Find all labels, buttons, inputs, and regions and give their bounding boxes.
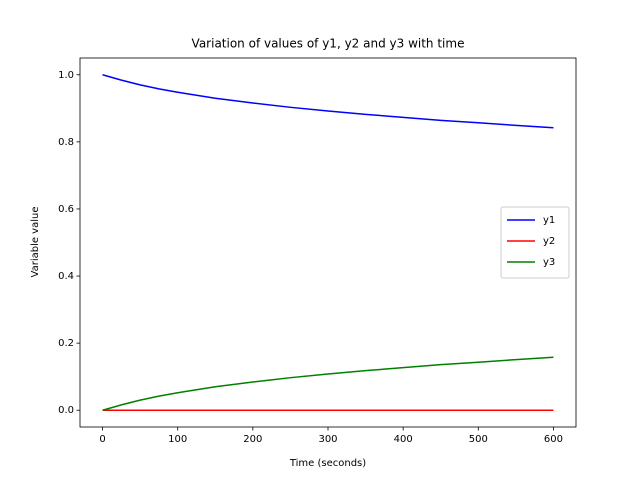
y-tick-label: 0.4 (58, 271, 74, 282)
x-tick-label: 400 (394, 434, 413, 445)
line (102, 74, 554, 129)
legend-label: y2 (543, 236, 555, 247)
y-tick-label: 0.6 (58, 204, 74, 215)
x-tick-label: 300 (318, 434, 337, 445)
legend-label: y1 (543, 215, 555, 226)
x-axis-label: Time (seconds) (289, 458, 366, 469)
line (102, 356, 554, 411)
y-axis-label: Variable value (30, 207, 41, 278)
y-tick-label: 0.8 (58, 137, 74, 148)
x-tick-label: 200 (243, 434, 262, 445)
legend-label: y3 (543, 257, 555, 268)
y-tick-label: 1.0 (58, 70, 74, 81)
x-tick-label: 100 (168, 434, 187, 445)
chart-title: Variation of values of y1, y2 and y3 wit… (192, 37, 465, 51)
legend-box (500, 206, 570, 279)
x-tick-label: 500 (469, 434, 488, 445)
x-tick-label: 600 (544, 434, 563, 445)
x-tick-label: 0 (99, 434, 105, 445)
y-tick-label: 0.0 (58, 405, 74, 416)
plot-frame (79, 57, 577, 428)
y-tick-label: 0.2 (58, 338, 74, 349)
